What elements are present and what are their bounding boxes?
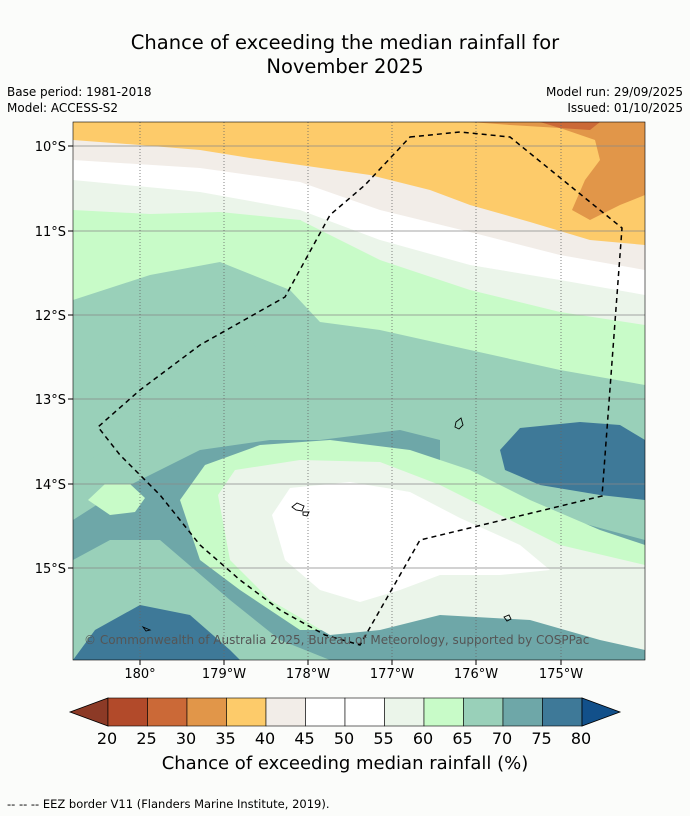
model-run: Model run: 29/09/2025 <box>545 85 683 99</box>
colorbar-tick-label: 45 <box>294 729 315 748</box>
colorbar-segment <box>226 697 267 727</box>
colorbar-segment <box>107 697 148 727</box>
lon-label: 179°W <box>202 667 246 682</box>
colorbar-segment <box>186 697 227 727</box>
colorbar-tick-label: 25 <box>136 729 157 748</box>
colorbar-tick-label: 65 <box>452 729 473 748</box>
band-75-80-south <box>73 605 240 660</box>
lon-labels: 180° 179°W 178°W 177°W 176°W 175°W <box>124 667 583 682</box>
copyright-notice: © Commonwealth of Australia 2025, Bureau… <box>84 633 590 647</box>
band-25-30 <box>540 122 600 130</box>
colorbar-segment <box>542 697 583 727</box>
island-5 <box>141 625 152 632</box>
colorbar-tick-label: 75 <box>531 729 552 748</box>
issued-date: Issued: 01/10/2025 <box>567 101 683 115</box>
map-gridlines <box>73 145 645 569</box>
colorbar-segment <box>265 697 306 727</box>
lat-labels: 10°S 11°S 12°S 13°S 14°S 15°S <box>35 140 66 577</box>
lat-label: 10°S <box>35 140 66 155</box>
band-55-60-north <box>73 160 645 325</box>
colorbar-tick-label: 35 <box>215 729 236 748</box>
model-name: Model: ACCESS-S2 <box>7 101 119 115</box>
band-45-55-north <box>73 150 645 295</box>
band-65-70-west <box>73 312 268 470</box>
island-2 <box>291 502 305 512</box>
colorbar-tick-label: 50 <box>333 729 355 748</box>
colorbar-tick-label: 40 <box>254 729 276 748</box>
lon-label: 178°W <box>286 667 330 682</box>
colorbar-segment <box>384 697 425 727</box>
lon-label: 175°W <box>539 667 583 682</box>
lat-label: 12°S <box>35 309 66 324</box>
colorbar-tick-label: 30 <box>175 729 197 748</box>
eez-legend: -- -- -- EEZ border V11 (Flanders Marine… <box>7 797 330 811</box>
colorbar-tick-label: 55 <box>373 729 394 748</box>
title-line-2: November 2025 <box>266 55 424 78</box>
colorbar-tick-label: 20 <box>96 729 118 748</box>
base-period: Base period: 1981-2018 <box>7 85 152 99</box>
colorbar-tick-label: 70 <box>491 729 513 748</box>
colorbar-segment <box>305 697 346 727</box>
lat-label: 14°S <box>35 478 66 493</box>
band-35-40 <box>73 122 645 245</box>
lat-label: 15°S <box>35 562 66 577</box>
colorbar-under-arrow <box>68 697 109 727</box>
colorbar-segment <box>344 697 385 727</box>
band-75-80-east <box>500 422 645 500</box>
island-3 <box>302 511 310 517</box>
island-4 <box>503 614 512 622</box>
colorbar-title: Chance of exceeding median rainfall (%) <box>161 753 529 774</box>
band-30-35 <box>470 122 645 220</box>
colorbar-segment <box>502 697 543 727</box>
eez-border <box>96 131 623 646</box>
band-60-65-island <box>88 484 145 515</box>
colorbar-tick-label: 80 <box>570 729 592 748</box>
colorbar-segment <box>147 697 188 727</box>
axis-ticks <box>68 145 562 665</box>
band-35-40-edge <box>73 122 100 132</box>
title-line-1: Chance of exceeding the median rainfall … <box>130 31 560 54</box>
colorbar <box>68 697 622 727</box>
lon-label: 176°W <box>454 667 498 682</box>
band-45-55-center <box>272 482 550 602</box>
rainfall-probability-field <box>73 122 645 660</box>
island-1 <box>454 417 464 430</box>
lat-label: 13°S <box>35 393 66 408</box>
lon-label: 177°W <box>370 667 414 682</box>
band-60-65-north <box>73 190 645 385</box>
colorbar-tick-label: 60 <box>412 729 434 748</box>
colorbar-segment <box>423 697 464 727</box>
colorbar-segment <box>463 697 504 727</box>
lon-label: 180° <box>124 667 155 682</box>
island-outlines <box>141 417 512 632</box>
colorbar-over-arrow <box>581 697 622 727</box>
lat-label: 11°S <box>35 225 66 240</box>
map-frame <box>72 121 646 661</box>
